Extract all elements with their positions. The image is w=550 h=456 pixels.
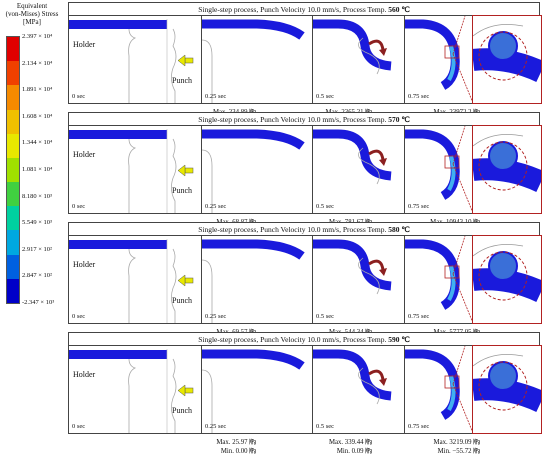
max-value: Max. 3219.09 ㎫: [433, 439, 480, 446]
color-bar-segment: [7, 61, 19, 86]
time-label: 0.5 sec: [316, 313, 335, 320]
legend-tick-label: -2.347 × 10³: [22, 299, 55, 306]
time-label: 0 sec: [72, 423, 86, 430]
holder-label: Holder: [73, 40, 96, 49]
pane-0sec: Holder Punch 0 sec: [68, 15, 203, 104]
pane-075sec: 0.75 sec: [404, 235, 474, 324]
legend-tick-label: 2.397 × 10⁴: [22, 33, 53, 40]
legend-tick-label: 1.891 × 10⁴: [22, 86, 53, 94]
rotation-arrow-icon: [368, 369, 387, 386]
time-label: 0.75 sec: [408, 93, 430, 100]
values-05sec: Max. 339.44 ㎫ Min. 0.09 ㎫: [329, 438, 372, 456]
pane-025sec: 0.25 sec: [201, 15, 314, 104]
time-label: 0.75 sec: [408, 423, 430, 430]
pane-075sec: 0.75 sec: [404, 15, 474, 104]
values-025sec: Max. 25.97 ㎫ Min. 0.00 ㎫: [216, 438, 256, 456]
punch-label: Punch: [172, 296, 192, 305]
time-label: 0.5 sec: [316, 203, 335, 210]
rotation-arrow-icon: [368, 39, 387, 56]
pane-075sec: 0.75 sec: [404, 345, 474, 434]
max-value: Max. 339.44 ㎫: [328, 439, 372, 446]
legend-tick-label: 1.344 × 10⁴: [22, 139, 53, 147]
header-text: Single-step process, Punch Velocity 10.0…: [198, 115, 387, 124]
zoom-detail-pane: [472, 15, 542, 104]
header-text: Single-step process, Punch Velocity 10.0…: [198, 5, 387, 14]
color-bar-segment: [7, 109, 19, 134]
zoom-detail-pane: [472, 125, 542, 214]
min-value: Min. −55.72 ㎫: [437, 448, 480, 455]
rotation-arrow-icon: [368, 259, 387, 276]
time-label: 0.25 sec: [205, 423, 227, 430]
color-bar-segment: [7, 278, 19, 303]
time-label: 0.25 sec: [205, 93, 227, 100]
color-bar-segment: [7, 157, 19, 183]
pane-0sec: Holder Punch 0 sec: [68, 125, 203, 214]
color-bar-segment: [7, 37, 19, 62]
time-label: 0.75 sec: [408, 203, 430, 210]
values-075sec: Max. 3219.09 ㎫ Min. −55.72 ㎫: [434, 438, 480, 456]
color-bar-segment: [7, 133, 19, 158]
legend-tick-label: 1.081 × 10⁴: [22, 166, 53, 173]
color-bar-segment: [7, 230, 19, 255]
arrow-icon: [177, 54, 194, 67]
pane-025sec: 0.25 sec: [201, 345, 314, 434]
pane-0sec: Holder Punch 0 sec: [68, 235, 203, 324]
time-label: 0.25 sec: [205, 203, 227, 210]
time-label: 0.5 sec: [316, 423, 335, 430]
rotation-arrow-icon: [368, 149, 387, 166]
legend-tick-label: 2.917 × 10²: [22, 245, 52, 253]
color-bar-segment: [7, 206, 19, 231]
pane-0sec: Holder Punch 0 sec: [68, 345, 203, 434]
pane-075sec: 0.75 sec: [404, 125, 474, 214]
legend-tick-label: 1.608 × 10⁴: [22, 112, 53, 120]
time-label: 0.75 sec: [408, 313, 430, 320]
legend-title-line: Equivalent: [16, 2, 48, 10]
arrow-icon: [177, 274, 194, 287]
pane-05sec: 0.5 sec: [312, 125, 406, 214]
time-label: 0 sec: [72, 93, 86, 100]
min-value: Min. 0.09 ㎫: [336, 448, 372, 455]
legend-tick-label: 2.134 × 10⁴: [22, 59, 53, 67]
color-bar-segment: [7, 254, 19, 279]
pane-025sec: 0.25 sec: [201, 125, 314, 214]
zoom-detail-pane: [472, 235, 542, 324]
legend-title: Equivalent (von-Mises) Stress [MPa]: [2, 2, 62, 26]
header-text: Single-step process, Punch Velocity 10.0…: [198, 225, 387, 234]
punch-label: Punch: [172, 76, 192, 85]
holder-label: Holder: [73, 260, 96, 269]
time-label: 0.5 sec: [316, 93, 335, 100]
process-temp: 560 ℃: [388, 5, 410, 14]
pane-025sec: 0.25 sec: [201, 235, 314, 324]
max-value: Max. 25.97 ㎫: [216, 439, 256, 446]
time-label: 0.25 sec: [205, 313, 227, 320]
arrow-icon: [177, 164, 194, 177]
pane-05sec: 0.5 sec: [312, 15, 406, 104]
process-temp: 570 ℃: [388, 115, 410, 124]
legend-tick-label: 2.847 × 10²: [22, 272, 52, 280]
punch-label: Punch: [172, 186, 192, 195]
holder-label: Holder: [73, 150, 96, 159]
color-bar-segment: [7, 182, 19, 207]
legend-title-line: [MPa]: [23, 18, 41, 26]
holder-label: Holder: [73, 370, 96, 379]
legend-title-line: (von-Mises) Stress: [5, 10, 59, 18]
min-value: Min. 0.00 ㎫: [220, 448, 256, 455]
header-text: Single-step process, Punch Velocity 10.0…: [198, 335, 387, 344]
zoom-detail-pane: [472, 345, 542, 434]
punch-label: Punch: [172, 406, 192, 415]
color-bar-segment: [7, 85, 19, 110]
color-bar: [6, 36, 20, 304]
process-temp: 590 ℃: [388, 335, 410, 344]
pane-05sec: 0.5 sec: [312, 235, 406, 324]
legend-tick-label: 8.180 × 10³: [22, 192, 52, 200]
arrow-icon: [177, 384, 194, 397]
time-label: 0 sec: [72, 313, 86, 320]
pane-05sec: 0.5 sec: [312, 345, 406, 434]
process-temp: 580 ℃: [388, 225, 410, 234]
legend-tick-label: 5.549 × 10³: [22, 219, 52, 227]
time-label: 0 sec: [72, 203, 86, 210]
